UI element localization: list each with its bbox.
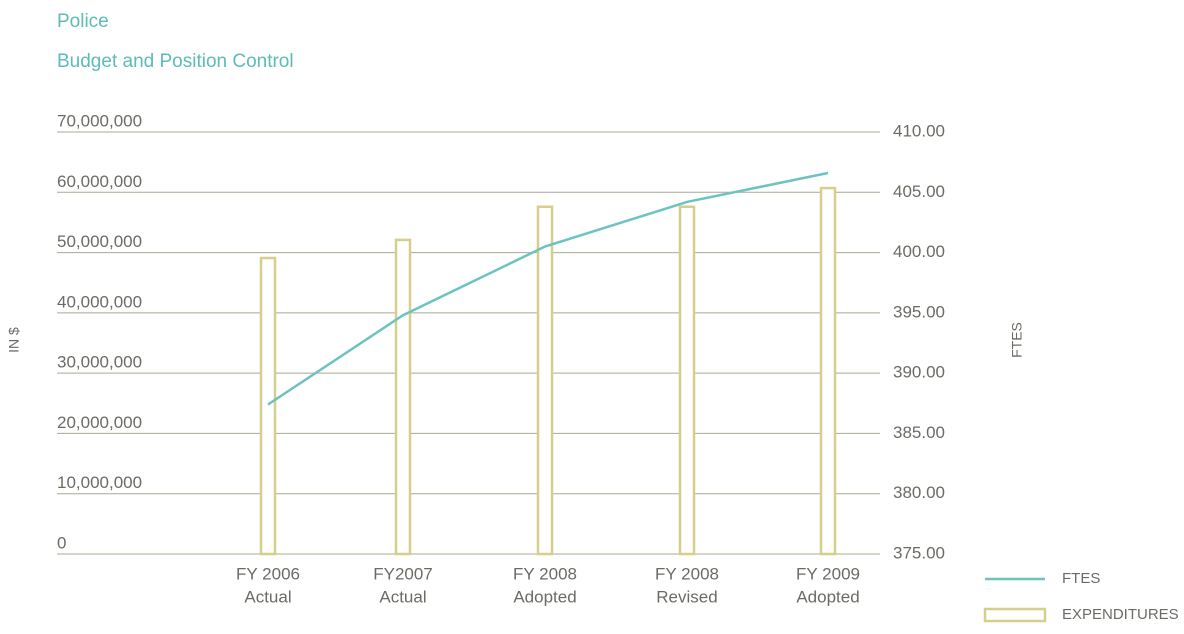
x-tick-label: FY2007	[373, 564, 433, 583]
bar	[536, 205, 554, 556]
y-tick-label: 50,000,000	[57, 232, 142, 251]
y-tick-label: 60,000,000	[57, 172, 142, 191]
x-tick-label: FY 2006	[236, 564, 300, 583]
x-tick-label: Adopted	[796, 587, 859, 606]
y-axis-label: IN $	[6, 327, 22, 353]
chart-subtitle: Budget and Position Control	[57, 51, 294, 72]
y-tick-label: 70,000,000	[57, 111, 142, 130]
y-tick-label: 10,000,000	[57, 473, 142, 492]
x-tick-label: Actual	[244, 587, 291, 606]
legend-label: FTES	[1062, 570, 1100, 587]
x-tick-label: Adopted	[513, 587, 576, 606]
bar	[259, 256, 277, 556]
y-tick-label: 0	[57, 533, 66, 552]
y-tick-label: 40,000,000	[57, 292, 142, 311]
y2-tick-label: 400.00	[893, 242, 945, 261]
x-tick-label: Actual	[379, 587, 426, 606]
y2-tick-label: 385.00	[893, 423, 945, 442]
legend-label: EXPENDITURES	[1062, 606, 1179, 623]
y2-tick-label: 375.00	[893, 543, 945, 562]
x-tick-label: FY 2008	[513, 564, 577, 583]
y2-tick-label: 380.00	[893, 483, 945, 502]
y2-tick-label: 405.00	[893, 182, 945, 201]
line	[267, 171, 829, 406]
bar	[394, 238, 412, 556]
legend-swatch	[983, 607, 1047, 623]
x-tick-label: FY 2008	[655, 564, 719, 583]
y2-axis-label: FTES	[1009, 322, 1025, 358]
y-tick-label: 30,000,000	[57, 353, 142, 372]
y2-tick-label: 390.00	[893, 363, 945, 382]
bar	[819, 186, 837, 556]
y2-tick-label: 395.00	[893, 302, 945, 321]
y2-tick-label: 410.00	[893, 121, 945, 140]
bar	[678, 205, 696, 556]
y-tick-label: 20,000,000	[57, 413, 142, 432]
x-tick-label: FY 2009	[796, 564, 860, 583]
chart-title: Police	[57, 11, 109, 32]
x-tick-label: Revised	[656, 587, 717, 606]
